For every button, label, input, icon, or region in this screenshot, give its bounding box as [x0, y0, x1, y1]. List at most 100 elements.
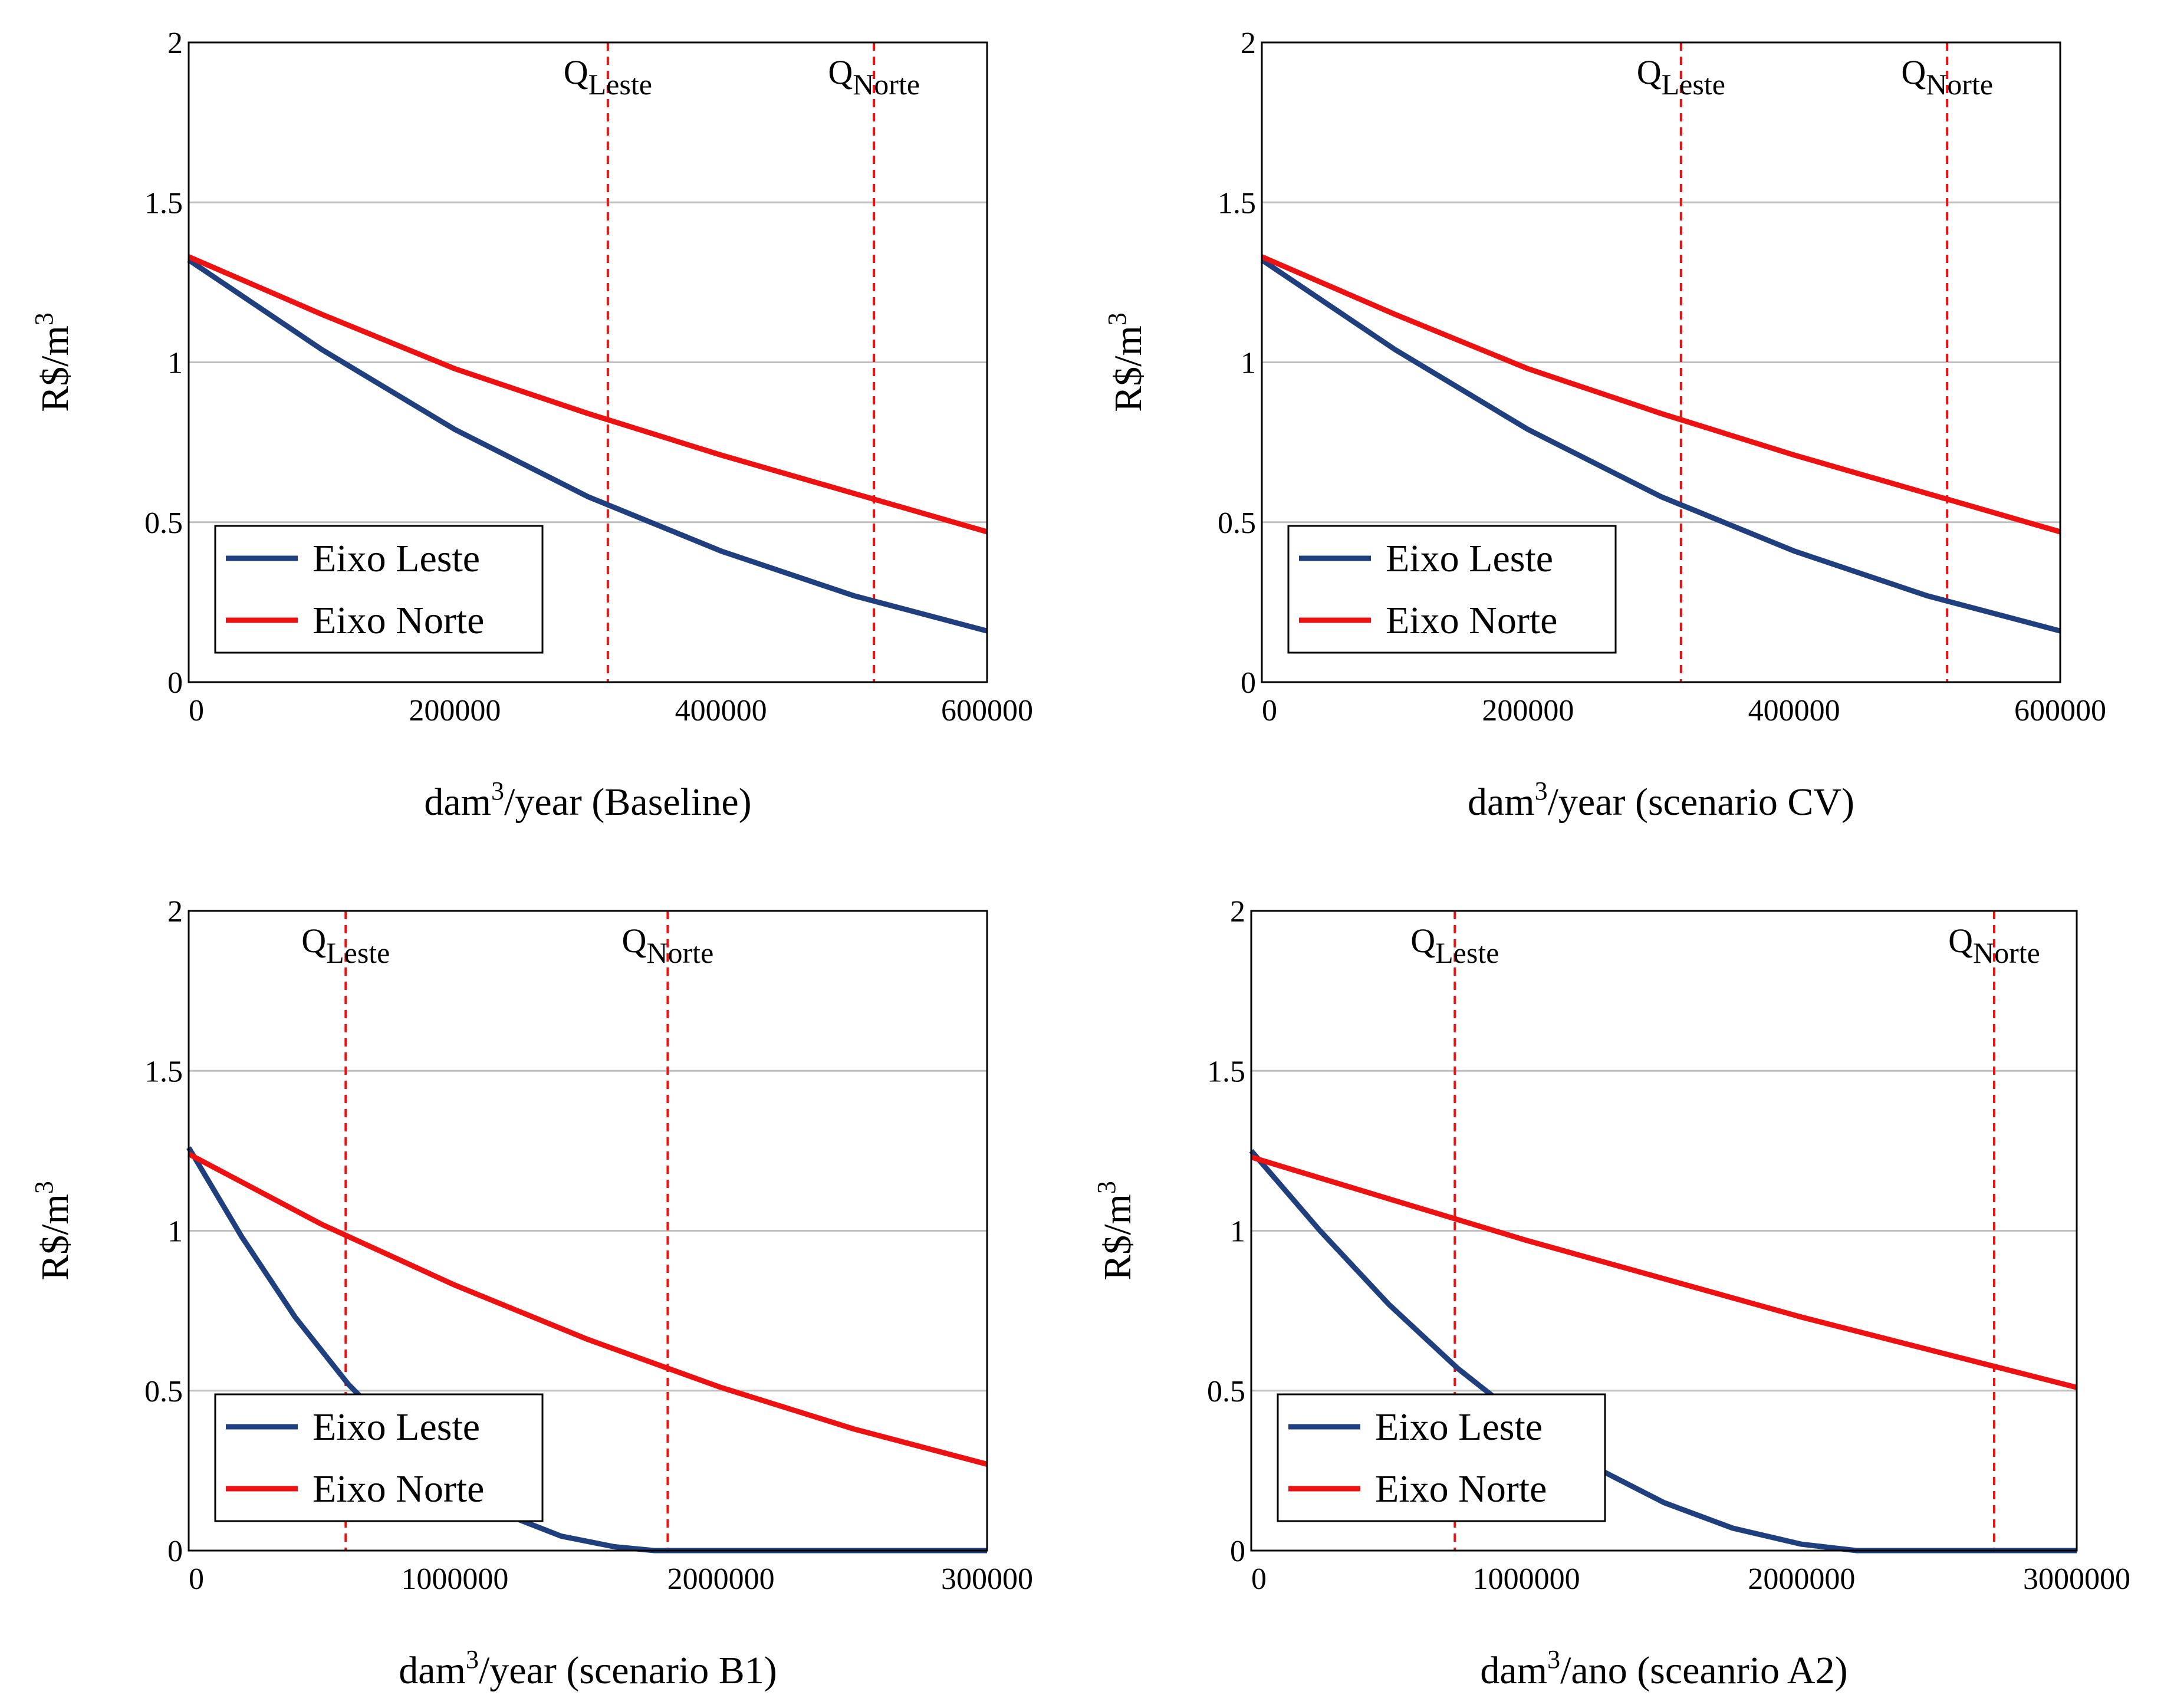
y-tick-label: 0	[167, 666, 183, 700]
marker-label-q-norte: QNorte	[622, 922, 714, 969]
x-axis-label: dam3/year (Baseline)	[424, 776, 751, 824]
y-tick-label: 0.5	[144, 506, 183, 540]
y-axis-label-base: R$/m	[1107, 325, 1150, 412]
y-tick-label: 2	[1230, 895, 1245, 929]
x-axis-label-post: /year (Baseline)	[504, 781, 752, 824]
marker-label-sub: Norte	[1973, 936, 2040, 969]
y-axis-label-base: R$/m	[34, 1194, 77, 1281]
x-tick-label: 400000	[1748, 694, 1840, 728]
marker-label-base: Q	[564, 53, 588, 91]
y-axis-label-sup: 3	[1092, 1181, 1121, 1194]
x-axis-label: dam3/year (scenario CV)	[1468, 776, 1854, 824]
y-tick-label: 1	[167, 347, 183, 380]
legend-box	[214, 1393, 544, 1522]
x-tick-label: 2000000	[667, 1562, 775, 1596]
y-tick-label: 2	[167, 27, 183, 60]
y-axis-label: R$/m3	[1092, 1181, 1139, 1281]
marker-label-q-leste: QLeste	[564, 53, 652, 101]
x-axis-label-pre: dam	[399, 1649, 466, 1692]
x-axis-label-pre: dam	[1480, 1649, 1547, 1692]
x-axis-label-pre: dam	[1468, 781, 1535, 824]
y-tick-label: 0.5	[144, 1375, 183, 1408]
marker-label-base: Q	[1637, 53, 1662, 91]
x-tick-label: 300000	[941, 1562, 1033, 1596]
y-tick-label: 0.5	[1207, 1375, 1245, 1408]
plot-frame	[1250, 910, 2078, 1552]
x-tick-label: 600000	[2014, 694, 2106, 728]
x-axis-label-sup: 3	[1547, 1645, 1560, 1674]
marker-label-sub: Leste	[1435, 936, 1499, 969]
x-tick-label: 200000	[409, 694, 501, 728]
legend-label-eixo-leste: Eixo Leste	[1375, 1406, 1543, 1449]
y-tick-label: 0	[1230, 1535, 1245, 1568]
marker-label-q-leste: QLeste	[1637, 53, 1725, 101]
series-line-eixo-norte	[188, 254, 988, 535]
y-tick-label: 2	[1241, 27, 1256, 60]
legend: Eixo Leste Eixo Norte	[214, 1393, 544, 1522]
y-tick-label: 2	[167, 895, 183, 929]
marker-label-sub: Leste	[326, 936, 390, 969]
legend: Eixo Leste Eixo Norte	[1277, 1393, 1606, 1522]
legend-label-eixo-norte: Eixo Norte	[1386, 599, 1557, 642]
y-tick-label: 1	[1241, 347, 1256, 380]
x-tick-label: 0	[189, 1562, 204, 1596]
marker-label-base: Q	[828, 53, 853, 91]
y-axis-label-sup: 3	[29, 312, 58, 325]
y-axis-label-base: R$/m	[1096, 1194, 1139, 1281]
legend-box	[214, 525, 544, 654]
marker-label-q-norte: QNorte	[1901, 53, 1993, 101]
marker-label-sub: Norte	[646, 936, 713, 969]
marker-label-q-norte: QNorte	[1948, 922, 2040, 969]
x-tick-label: 0	[189, 694, 204, 728]
y-axis-label-sup: 3	[1103, 312, 1132, 325]
y-tick-label: 0	[167, 1535, 183, 1568]
plot-frame	[188, 910, 988, 1552]
legend-box	[1287, 525, 1617, 654]
x-axis-label-pre: dam	[424, 781, 491, 824]
series-line-eixo-leste	[187, 258, 988, 634]
series-line-eixo-leste	[1260, 258, 2061, 634]
marker-label-q-norte: QNorte	[828, 53, 920, 101]
y-axis-label-sup: 3	[29, 1181, 58, 1194]
legend-label-eixo-norte: Eixo Norte	[1375, 1467, 1547, 1510]
y-tick-label: 1	[1230, 1215, 1245, 1249]
x-tick-label: 2000000	[1748, 1562, 1855, 1596]
marker-label-sub: Norte	[853, 68, 920, 101]
marker-label-base: Q	[301, 922, 326, 960]
x-tick-label: 1000000	[401, 1562, 508, 1596]
x-axis-label-sup: 3	[491, 776, 504, 805]
series-line-eixo-norte	[1250, 1154, 2078, 1390]
x-tick-label: 0	[1251, 1562, 1267, 1596]
marker-label-base: Q	[1410, 922, 1435, 960]
marker-label-base: Q	[1948, 922, 1973, 960]
y-tick-label: 1.5	[1218, 186, 1256, 220]
legend: Eixo Leste Eixo Norte	[214, 525, 544, 654]
x-tick-label: 200000	[1482, 694, 1574, 728]
marker-label-base: Q	[1901, 53, 1926, 91]
series-line-eixo-norte	[1261, 254, 2061, 535]
x-tick-label: 400000	[675, 694, 767, 728]
marker-label-sub: Leste	[1662, 68, 1725, 101]
x-tick-label: 1000000	[1473, 1562, 1580, 1596]
plot-frame	[1261, 41, 2061, 683]
x-axis-label-post: /year (scenario B1)	[479, 1649, 777, 1692]
legend-label-eixo-leste: Eixo Leste	[1386, 537, 1553, 580]
x-axis-label-sup: 3	[466, 1645, 479, 1674]
x-axis-label: dam3/ano (sceanrio A2)	[1480, 1645, 1847, 1692]
x-axis-label-sup: 3	[1535, 776, 1548, 805]
legend-label-eixo-norte: Eixo Norte	[313, 599, 484, 642]
y-axis-label: R$/m3	[29, 1181, 77, 1281]
x-axis-label: dam3/year (scenario B1)	[399, 1645, 777, 1692]
plot-frame	[188, 41, 988, 683]
y-axis-label-base: R$/m	[34, 325, 77, 412]
legend-label-eixo-norte: Eixo Norte	[313, 1467, 484, 1510]
legend: Eixo Leste Eixo Norte	[1287, 525, 1617, 654]
y-tick-label: 0.5	[1218, 506, 1256, 540]
x-axis-label-post: /ano (sceanrio A2)	[1560, 1649, 1848, 1692]
legend-label-eixo-leste: Eixo Leste	[313, 537, 480, 580]
marker-label-q-leste: QLeste	[301, 922, 390, 969]
y-axis-label: R$/m3	[29, 312, 77, 412]
